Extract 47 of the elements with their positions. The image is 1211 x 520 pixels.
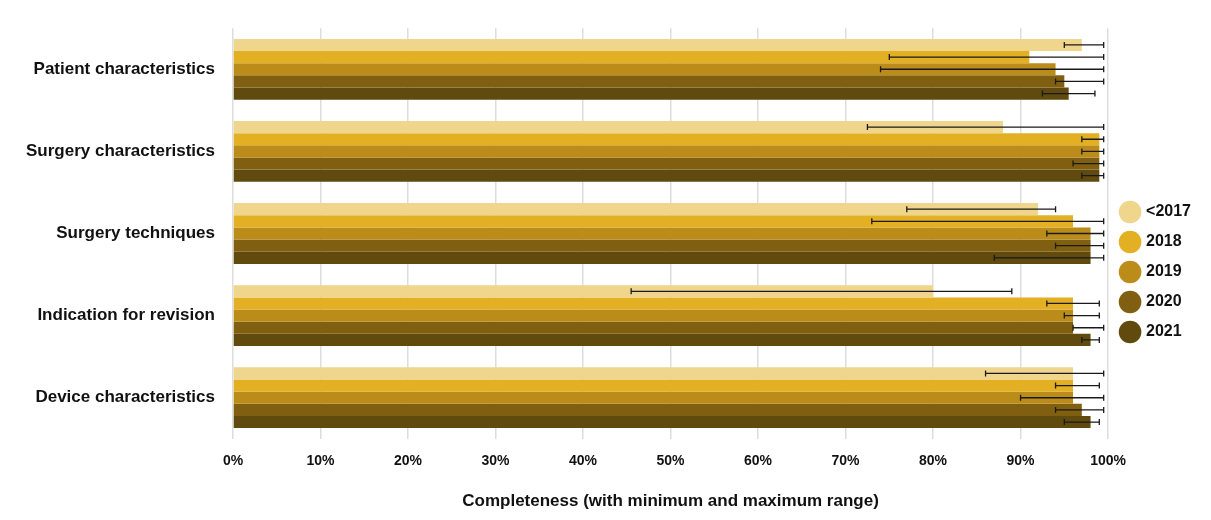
y-tick-label: Patient characteristics	[33, 58, 215, 78]
y-tick-label: Device characteristics	[35, 387, 215, 407]
x-tick-label: 90%	[1006, 452, 1036, 469]
bar	[233, 297, 1074, 310]
bar	[233, 87, 1069, 100]
bar	[233, 51, 1030, 64]
bar	[233, 157, 1100, 170]
legend-label: 2021	[1146, 322, 1182, 340]
bar	[233, 63, 1056, 76]
y-tick-label: Indication for revision	[37, 305, 215, 325]
bar	[233, 379, 1074, 392]
x-tick-label: 30%	[481, 452, 511, 469]
bar	[233, 203, 1039, 216]
bar	[233, 215, 1074, 228]
x-axis-title: Completeness (with minimum and maximum range)	[462, 491, 879, 511]
y-tick-label: Surgery characteristics	[25, 141, 215, 161]
legend-label: 2019	[1146, 262, 1182, 280]
bar	[233, 367, 1074, 380]
x-tick-label: 70%	[831, 452, 861, 469]
bar	[233, 415, 1091, 429]
x-tick-label: 80%	[919, 452, 948, 469]
legend-label: <2017	[1146, 202, 1192, 220]
bar	[233, 121, 1004, 134]
bar	[233, 38, 1082, 52]
bar	[233, 321, 1074, 334]
legend-label: 2018	[1146, 232, 1182, 250]
x-tick-label: 40%	[569, 452, 598, 469]
x-tick-label: 60%	[744, 452, 773, 469]
bar	[233, 169, 1100, 182]
bar	[233, 285, 934, 298]
x-tick-label: 10%	[306, 452, 336, 469]
bar	[233, 391, 1074, 404]
bar	[233, 333, 1091, 346]
bar	[233, 133, 1100, 146]
bar	[233, 239, 1091, 252]
legend-label: 2020	[1146, 292, 1182, 310]
bar	[233, 251, 1091, 264]
y-tick-label: Surgery techniques	[56, 223, 215, 243]
x-tick-label: 100%	[1090, 452, 1127, 469]
x-tick-label: 20%	[393, 452, 423, 469]
x-tick-label: 50%	[656, 452, 686, 469]
bar	[233, 309, 1074, 322]
bar	[233, 145, 1100, 158]
bar	[233, 227, 1091, 240]
x-tick-label: 0%	[222, 452, 244, 469]
bar	[233, 75, 1065, 88]
bar	[233, 403, 1082, 416]
